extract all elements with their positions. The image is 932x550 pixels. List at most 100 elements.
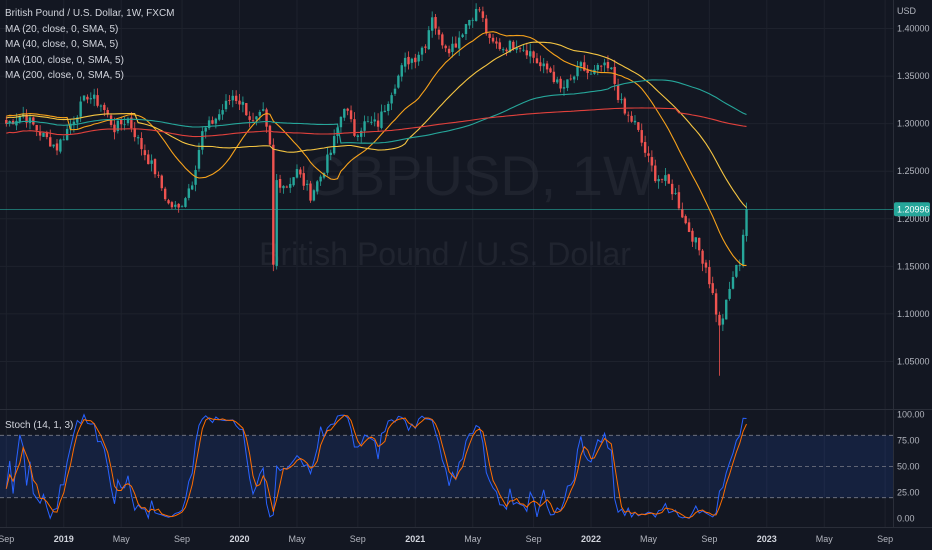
- candle: [400, 62, 403, 82]
- candle: [387, 101, 390, 116]
- candle: [461, 33, 464, 38]
- candle: [501, 47, 505, 54]
- candle: [444, 44, 447, 52]
- candle: [576, 61, 579, 81]
- candle: [616, 78, 620, 103]
- candle: [76, 115, 79, 130]
- price-axis[interactable]: USD 1.400001.350001.300001.250001.200001…: [897, 6, 930, 366]
- candle: [5, 116, 8, 127]
- candle: [245, 102, 248, 116]
- candle: [299, 167, 302, 178]
- stoch-tick-label: 100.00: [897, 410, 925, 420]
- price-tick-label: 1.40000: [897, 24, 930, 34]
- candle: [643, 135, 647, 158]
- candle: [708, 260, 711, 289]
- watermark-ticker: GBPUSD, 1W: [304, 144, 656, 207]
- candle: [660, 178, 664, 184]
- candle: [278, 174, 282, 193]
- candle: [704, 259, 708, 274]
- time-tick-label: Sep: [526, 534, 542, 544]
- candle: [170, 200, 174, 210]
- candle: [559, 76, 562, 93]
- stochastic-axis[interactable]: 100.00 75.00 50.00 25.00 0.00: [897, 410, 925, 524]
- candle: [150, 154, 153, 172]
- candle: [339, 116, 343, 134]
- symbol-title[interactable]: British Pound / U.S. Dollar, 1W, FXCM: [5, 8, 175, 19]
- candle: [434, 13, 437, 35]
- grid: [0, 0, 893, 527]
- candle: [698, 237, 701, 256]
- candlestick-series: [5, 3, 748, 376]
- candle: [258, 109, 261, 121]
- chart-legend: British Pound / U.S. Dollar, 1W, FXCM MA…: [5, 6, 175, 84]
- candle: [711, 276, 714, 295]
- candle: [525, 42, 529, 59]
- candle: [454, 36, 458, 48]
- candle: [687, 218, 691, 233]
- candle: [370, 116, 373, 125]
- candle: [447, 45, 451, 57]
- watermark-description: British Pound / U.S. Dollar: [259, 236, 631, 272]
- candle: [302, 166, 305, 190]
- candle: [586, 64, 589, 80]
- candle: [491, 34, 495, 44]
- candle: [224, 94, 228, 112]
- candle: [261, 102, 265, 112]
- candle: [106, 107, 109, 118]
- time-axis[interactable]: Sep 2019 May Sep 2020 May Sep 2021 May Sep 2022 May…: [0, 534, 893, 544]
- candle: [228, 95, 231, 105]
- candle: [596, 63, 599, 76]
- candle: [468, 19, 471, 29]
- candle: [268, 124, 272, 146]
- candle: [745, 202, 748, 242]
- watermark: GBPUSD, 1W British Pound / U.S. Dollar: [259, 144, 656, 272]
- candle: [427, 26, 430, 50]
- candle: [380, 104, 383, 130]
- price-tick-label: 1.35000: [897, 71, 930, 81]
- candle: [349, 105, 353, 123]
- ma20-line: [6, 31, 747, 266]
- indicator-stochastic[interactable]: Stoch (14, 1, 3): [5, 420, 74, 431]
- candle: [681, 202, 684, 218]
- candle: [167, 198, 170, 205]
- candle: [343, 108, 346, 121]
- indicator-ma100[interactable]: MA (100, close, 0, SMA, 5): [5, 54, 124, 66]
- candle: [637, 122, 640, 132]
- candle: [285, 185, 289, 189]
- time-tick-label: May: [464, 534, 482, 544]
- candle: [295, 164, 299, 179]
- candle: [187, 183, 191, 201]
- candle: [437, 26, 441, 40]
- candle: [441, 32, 444, 49]
- stochastic-pane: [0, 413, 893, 520]
- indicator-ma200[interactable]: MA (200, close, 0, SMA, 5): [5, 70, 124, 81]
- price-tick-label: 1.15000: [897, 261, 930, 271]
- candle: [458, 31, 461, 56]
- candle: [694, 237, 698, 250]
- candle: [640, 123, 643, 147]
- candle: [610, 67, 613, 70]
- candle: [488, 33, 491, 44]
- candle: [251, 112, 255, 123]
- candle: [35, 124, 38, 137]
- indicator-ma40[interactable]: MA (40, close, 0, SMA, 5): [5, 39, 119, 50]
- time-tick-label: May: [640, 534, 658, 544]
- candle: [116, 120, 120, 134]
- candle: [620, 93, 623, 104]
- candle: [650, 150, 654, 172]
- candle: [572, 75, 576, 84]
- candle: [59, 138, 62, 154]
- candle: [366, 116, 370, 123]
- candle: [515, 40, 518, 54]
- time-tick-label: May: [113, 534, 131, 544]
- candle: [647, 146, 650, 163]
- candle: [201, 127, 204, 155]
- candle: [28, 114, 32, 130]
- time-tick-label: 2022: [581, 534, 601, 544]
- time-tick-label: Sep: [174, 534, 190, 544]
- indicator-ma20[interactable]: MA (20, close, 0, SMA, 5): [5, 23, 119, 35]
- time-tick-label: May: [288, 534, 306, 544]
- candle: [417, 51, 420, 66]
